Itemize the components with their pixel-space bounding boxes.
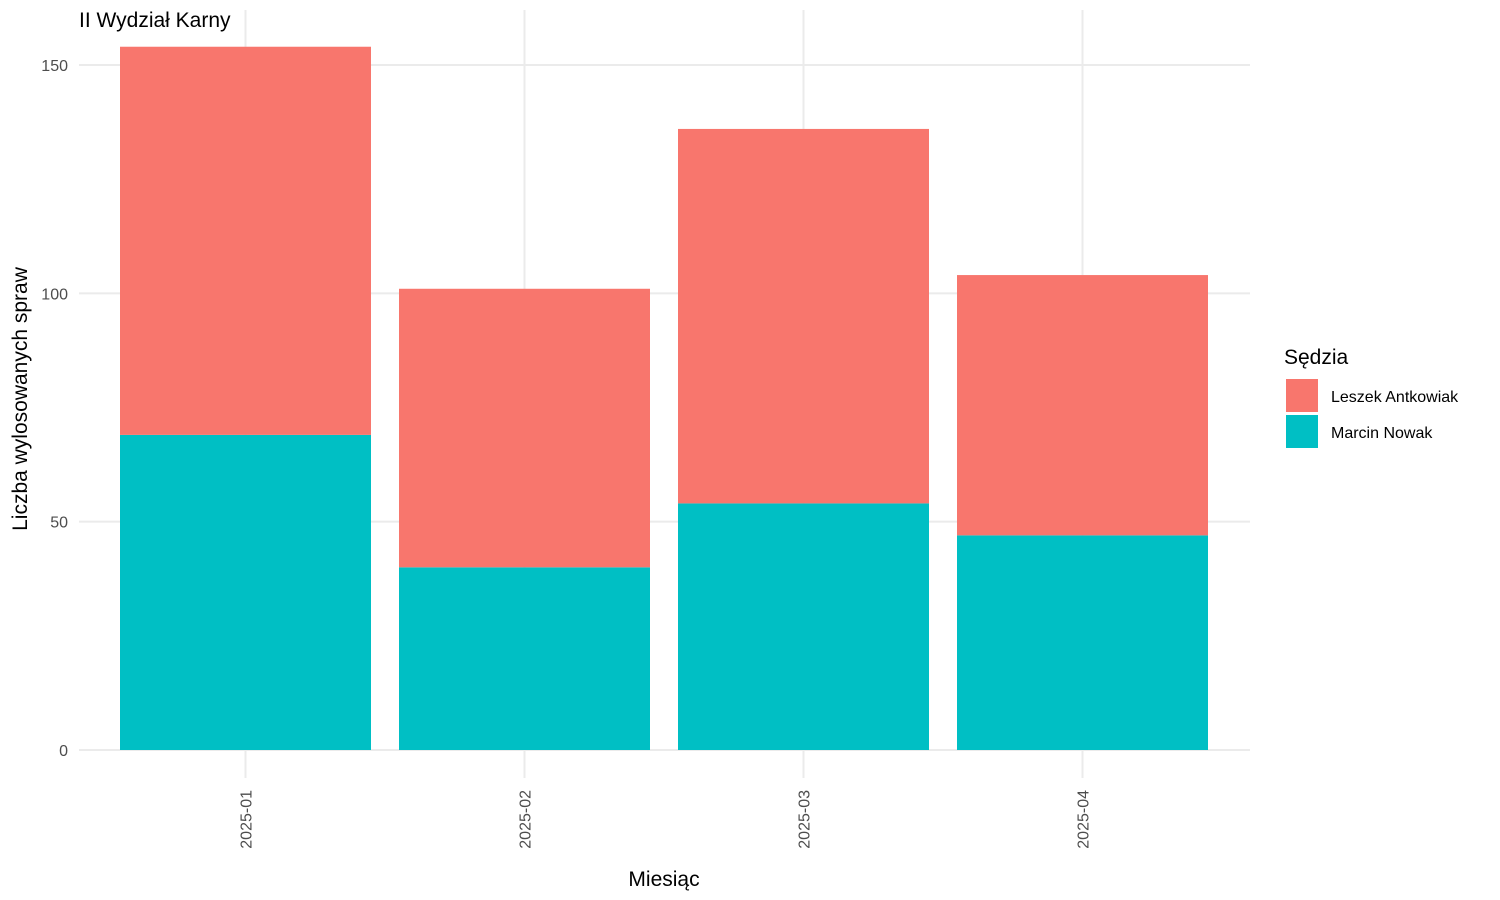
x-tick-label: 2025-01	[239, 790, 256, 849]
bar-segment	[678, 128, 929, 504]
bar-segment	[399, 288, 650, 568]
y-tick-label: 0	[59, 743, 68, 760]
x-tick-label: 2025-04	[1076, 790, 1093, 849]
y-tick-label: 50	[50, 515, 68, 532]
x-axis-ticks: 2025-01 2025-02 2025-03 2025-04	[239, 790, 1093, 849]
bar-segment	[957, 275, 1208, 536]
bar-segment	[957, 535, 1208, 750]
x-axis-title: Miesiąc	[628, 868, 699, 891]
legend-label: Marcin Nowak	[1331, 425, 1433, 442]
bar-segment	[120, 434, 371, 750]
y-axis-title: Liczba wylosowanych spraw	[9, 266, 32, 531]
bar-segment	[120, 46, 371, 435]
legend-label: Leszek Antkowiak	[1331, 389, 1459, 406]
bar-segment	[678, 503, 929, 750]
legend-swatch	[1286, 415, 1318, 448]
bars	[120, 46, 1208, 750]
legend-title: Sędzia	[1284, 346, 1349, 369]
y-tick-label: 100	[41, 286, 68, 303]
legend-entries: Leszek Antkowiak Marcin Nowak	[1286, 379, 1459, 448]
y-axis-ticks: 0 50 100 150	[41, 58, 68, 760]
legend-swatch	[1286, 379, 1318, 412]
legend: Sędzia Leszek Antkowiak Marcin Nowak	[1284, 346, 1459, 448]
x-tick-label: 2025-03	[797, 790, 814, 849]
chart-title: II Wydział Karny	[79, 9, 231, 32]
y-tick-label: 150	[41, 58, 68, 75]
x-tick-label: 2025-02	[518, 790, 535, 849]
bar-segment	[399, 567, 650, 750]
